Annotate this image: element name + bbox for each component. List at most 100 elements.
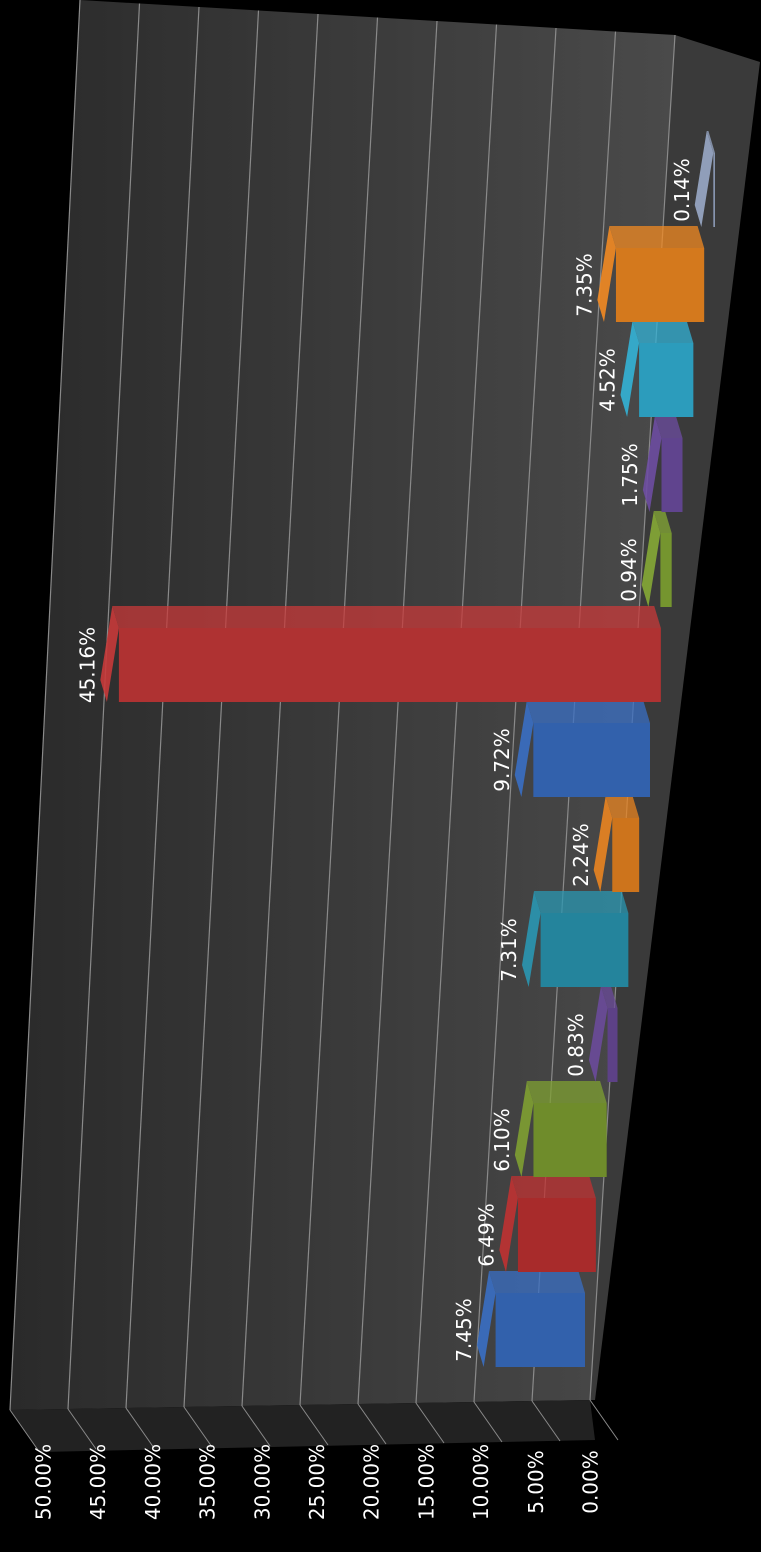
grid-line — [299, 17, 379, 1406]
bar — [639, 343, 694, 417]
bar-shade — [540, 913, 629, 987]
bar-shade — [607, 1008, 618, 1082]
tick-mark — [125, 1407, 155, 1449]
bar — [660, 533, 672, 607]
value-label: 7.35% — [572, 253, 596, 317]
bar — [533, 723, 650, 797]
bar-cap — [642, 416, 662, 512]
bar-shade — [615, 248, 705, 322]
grid-line — [183, 10, 260, 1408]
grid-line — [9, 0, 81, 1411]
bar-cap — [694, 131, 714, 227]
y-tick-label: 45.00% — [86, 1444, 110, 1520]
bar-shade — [661, 438, 683, 512]
bar-side — [112, 606, 661, 628]
bar-side — [632, 321, 694, 343]
bar-side — [654, 416, 683, 438]
floor — [590, 35, 760, 1400]
value-label: 0.14% — [670, 158, 694, 222]
value-label: 45.16% — [75, 627, 99, 703]
bar-cap — [477, 1271, 496, 1367]
value-label: 2.24% — [569, 823, 593, 887]
y-tick-label: 5.00% — [524, 1450, 548, 1514]
bars: 7.45% 6.49% 6.10% 0.83% 7.31% 2.24% 9.72% 45.16… — [75, 131, 715, 1367]
bar-side — [605, 796, 640, 818]
bar-shade — [118, 628, 661, 702]
bar — [607, 1008, 618, 1082]
bar-shade — [533, 723, 650, 797]
bar-shade — [713, 153, 715, 227]
bar-side — [534, 891, 629, 913]
tick-mark — [67, 1408, 97, 1450]
value-label: 0.83% — [564, 1013, 588, 1077]
grid-line — [241, 13, 319, 1407]
y-tick-label: 0.00% — [579, 1450, 603, 1514]
grid-line — [357, 20, 438, 1405]
bar — [612, 818, 640, 892]
value-label: 1.75% — [618, 443, 642, 507]
grid-line — [67, 3, 141, 1410]
bar-cap — [641, 511, 661, 607]
value-label: 7.45% — [452, 1298, 476, 1362]
bar-shade — [495, 1293, 585, 1367]
bar — [517, 1198, 596, 1272]
bar-shade — [533, 1103, 607, 1177]
y-tick-label: 40.00% — [141, 1444, 165, 1520]
bar-side — [489, 1271, 585, 1293]
back-wall — [10, 0, 675, 1410]
axis-wall — [10, 1400, 595, 1452]
bar-cap — [597, 226, 616, 322]
tick-mark — [473, 1401, 503, 1443]
tick-mark — [589, 1399, 619, 1441]
tick-mark — [183, 1406, 213, 1448]
bar-cap — [514, 1081, 534, 1177]
ticks: 0.00% 5.00% 10.00% 15.00% 20.00% 25.00% 30.00%… — [32, 1444, 603, 1520]
tick-mark — [415, 1402, 445, 1444]
bar — [495, 1293, 585, 1367]
value-label: 0.94% — [617, 538, 641, 602]
y-tick-label: 20.00% — [360, 1444, 384, 1520]
bar-side — [526, 701, 650, 723]
tick-mark — [241, 1405, 271, 1447]
value-label: 6.10% — [490, 1108, 514, 1172]
tick-mark — [299, 1404, 329, 1446]
value-label: 4.52% — [596, 348, 620, 412]
bar-side — [609, 226, 705, 248]
y-tick-label: 30.00% — [250, 1444, 274, 1520]
value-label: 6.49% — [474, 1203, 498, 1267]
y-tick-label: 35.00% — [196, 1444, 220, 1520]
bar-shade — [639, 343, 694, 417]
value-label: 9.72% — [490, 728, 514, 792]
bar-cap — [514, 701, 534, 797]
bar-cap — [593, 796, 613, 892]
grid-line — [415, 24, 498, 1404]
grid-line — [125, 6, 200, 1409]
y-tick-label: 15.00% — [414, 1444, 438, 1520]
bar-side — [706, 131, 715, 153]
grid-line — [473, 27, 557, 1403]
tick-mark — [357, 1403, 387, 1445]
bar-shade — [660, 533, 672, 607]
y-tick-label: 50.00% — [32, 1444, 56, 1520]
bar — [118, 628, 661, 702]
bar — [615, 248, 705, 322]
bar-cap — [522, 891, 541, 987]
tick-mark — [531, 1400, 561, 1442]
bar-cap — [100, 606, 119, 702]
bar-cap — [588, 986, 608, 1082]
bar-side — [526, 1081, 607, 1103]
y-tick-label: 25.00% — [305, 1444, 329, 1520]
y-tick-label: 10.00% — [469, 1444, 493, 1520]
bar-cap — [499, 1176, 518, 1272]
bar-cap — [620, 321, 640, 417]
bar — [540, 913, 629, 987]
tick-mark — [9, 1409, 39, 1451]
bar-side — [600, 986, 618, 1008]
bar-shade — [612, 818, 640, 892]
value-label: 7.31% — [497, 918, 521, 982]
bar — [533, 1103, 607, 1177]
bar — [713, 153, 715, 227]
bar-shade — [517, 1198, 596, 1272]
bar — [661, 438, 683, 512]
